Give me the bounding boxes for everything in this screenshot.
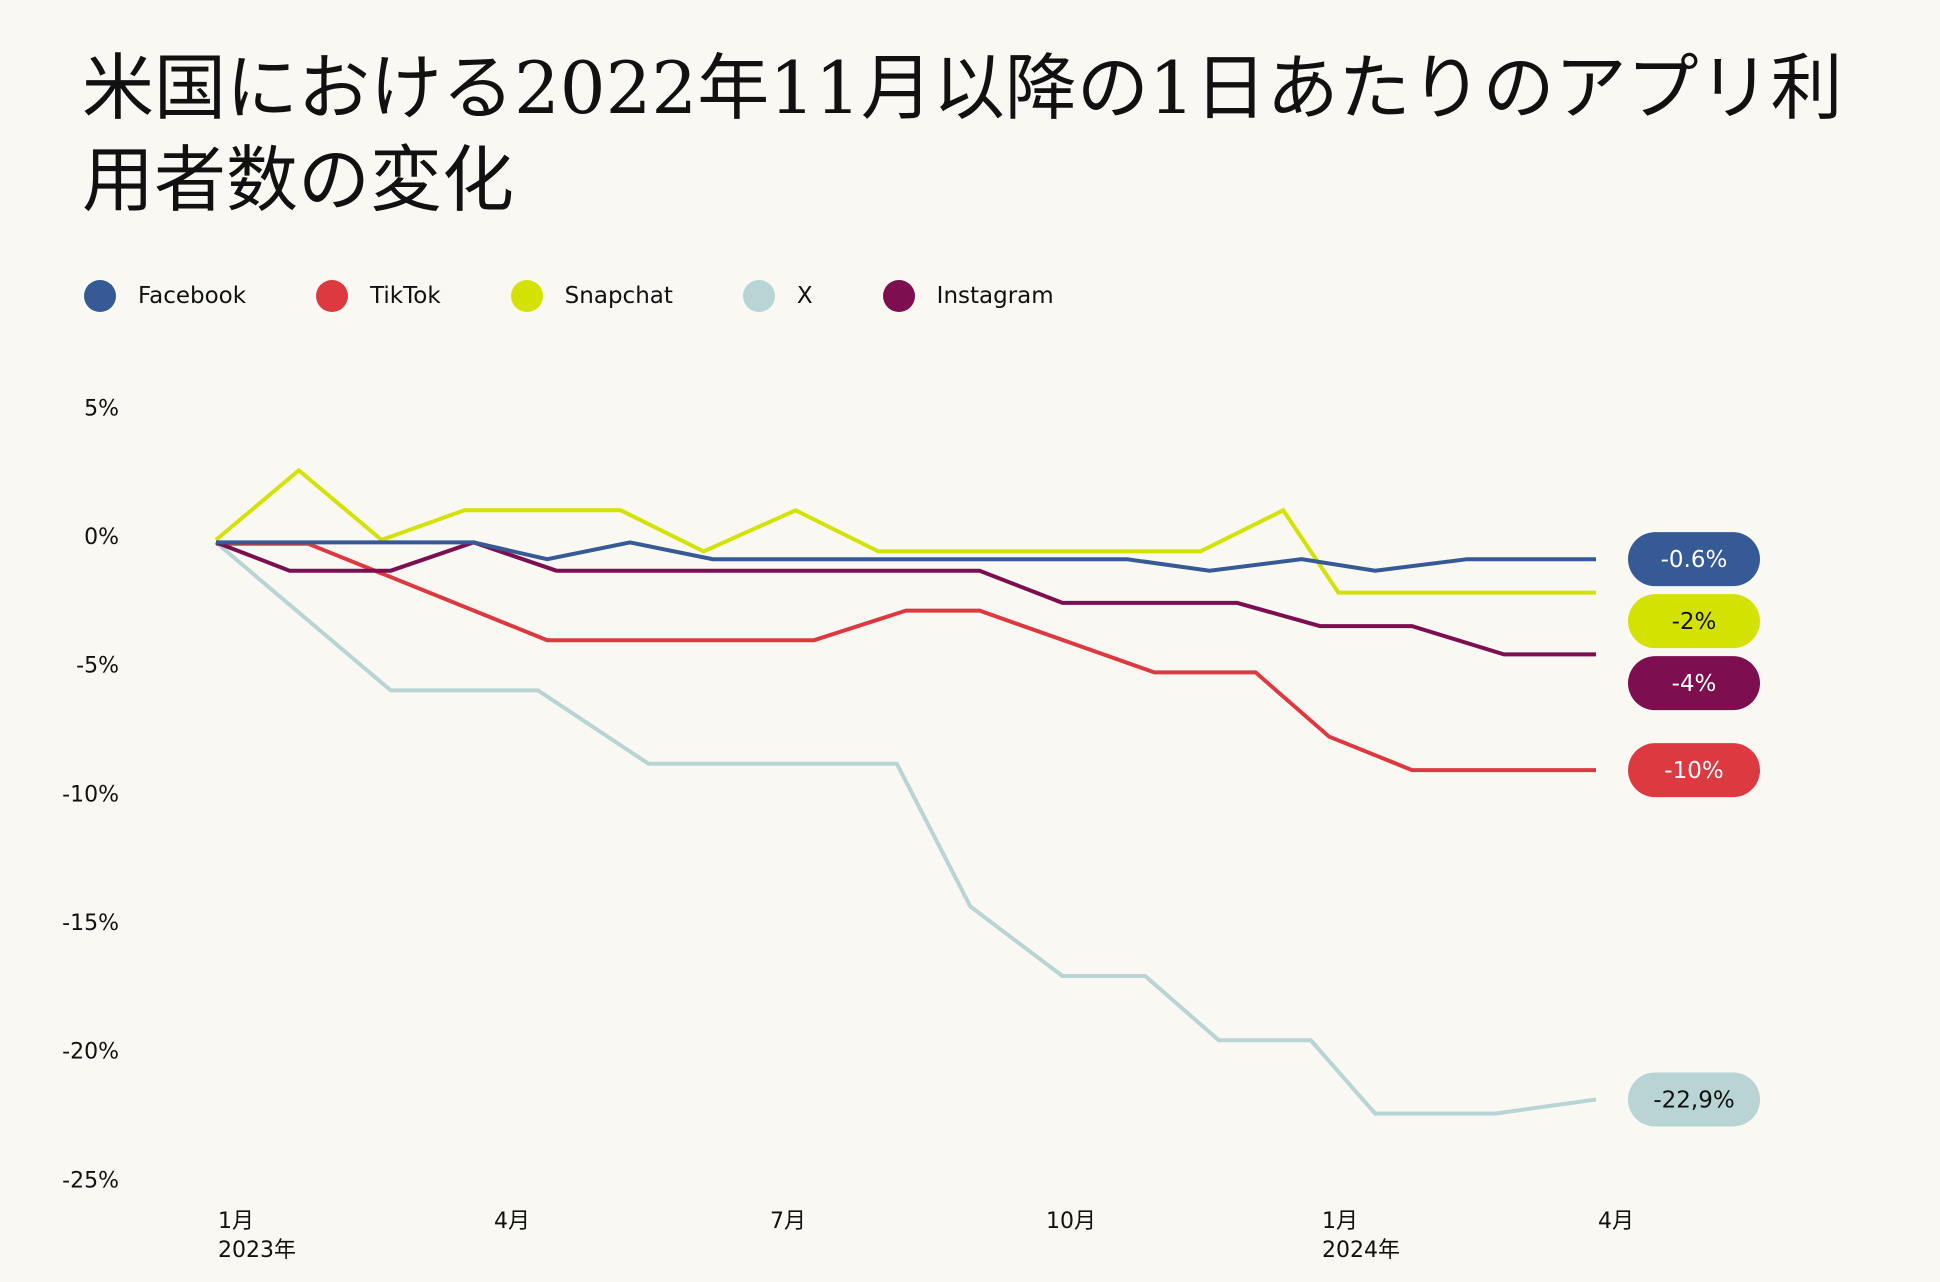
end-label-badge-tiktok: -10%	[1628, 743, 1760, 798]
legend-label: TikTok	[370, 283, 441, 309]
y-tick-label: -15%	[62, 911, 119, 936]
y-tick-label: -10%	[62, 782, 119, 807]
series-line-instagram	[215, 540, 1596, 657]
x-tick-year-label: 2023年	[218, 1238, 296, 1263]
end-label-badge-snapchat: -2%	[1628, 594, 1760, 649]
y-tick-label: -20%	[62, 1040, 119, 1065]
series-line-facebook	[216, 540, 1596, 573]
legend-label: X	[796, 283, 813, 309]
y-tick-label: 5%	[84, 396, 119, 421]
legend-label: Facebook	[138, 283, 247, 309]
legend-swatch	[510, 280, 543, 312]
badge-background	[1628, 1072, 1760, 1127]
x-tick-label: 4月	[1598, 1209, 1634, 1234]
legend-item-facebook: Facebook	[84, 280, 246, 312]
series-line-x	[214, 540, 1597, 1116]
legend-item-tiktok: TikTok	[316, 280, 441, 312]
legend-item-x: X	[742, 280, 813, 312]
legend-swatch	[882, 280, 915, 312]
badge-background	[1628, 743, 1760, 798]
x-tick-label: 7月	[770, 1209, 806, 1234]
badge-background	[1628, 594, 1760, 649]
x-tick-label: 1月	[218, 1209, 254, 1234]
legend-label: Snapchat	[564, 283, 673, 309]
end-label-badge-x: -22,9%	[1628, 1072, 1760, 1127]
end-value-label: -10%	[1664, 758, 1723, 784]
chart-title: 米国における2022年11月以降の1日あたりのアプリ利用者数の変化	[82, 46, 1843, 222]
x-tick-year-label: 2024年	[1322, 1238, 1400, 1263]
end-label-badge-facebook: -0.6%	[1628, 532, 1760, 587]
badge-background	[1628, 656, 1760, 711]
legend-swatch	[742, 280, 775, 312]
x-tick-label: 10月	[1046, 1209, 1096, 1234]
legend-swatch	[84, 280, 116, 312]
series-line-snapchat	[214, 467, 1596, 595]
x-tick-label: 1月	[1322, 1209, 1358, 1234]
end-value-label: -22,9%	[1653, 1087, 1734, 1113]
badge-background	[1628, 532, 1760, 587]
y-tick-label: 0%	[84, 525, 119, 550]
y-tick-label: -5%	[76, 654, 119, 679]
y-tick-label: -25%	[62, 1168, 119, 1193]
end-value-label: -4%	[1672, 671, 1717, 697]
end-value-label: -0.6%	[1661, 547, 1728, 573]
legend: Facebook TikTok Snapchat X Instagram	[84, 280, 1124, 312]
end-label-badge-instagram: -4%	[1628, 656, 1760, 711]
x-tick-label: 4月	[494, 1209, 530, 1234]
end-value-label: -2%	[1672, 609, 1717, 635]
series-line-tiktok	[216, 541, 1596, 773]
legend-item-instagram: Instagram	[882, 280, 1054, 312]
legend-swatch	[316, 280, 349, 312]
legend-label: Instagram	[936, 283, 1054, 309]
legend-item-snapchat: Snapchat	[510, 280, 673, 312]
